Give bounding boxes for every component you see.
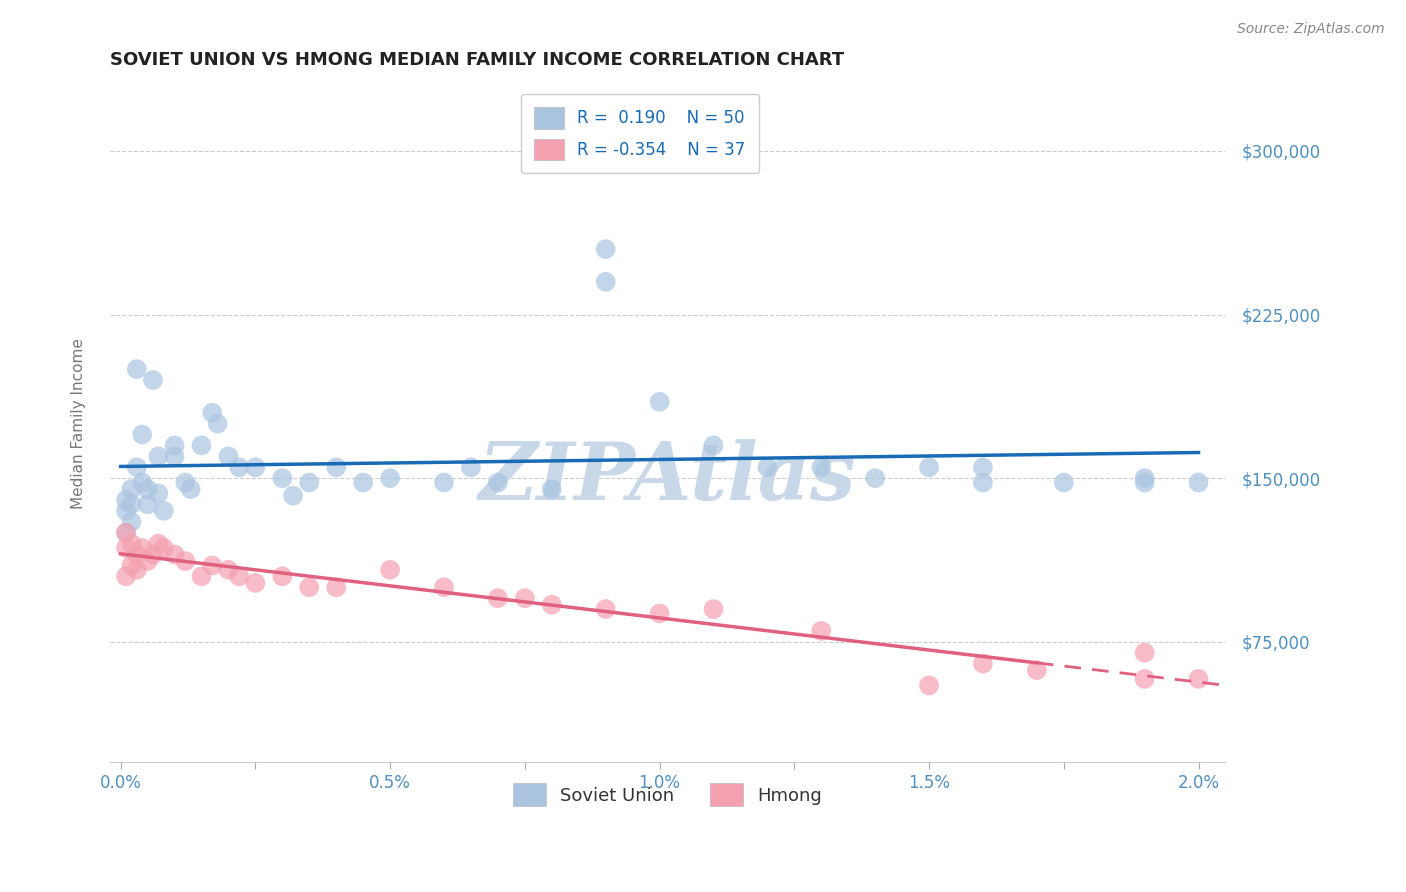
Point xyxy=(163,438,186,452)
Point xyxy=(1133,475,1156,490)
Point xyxy=(648,394,671,409)
Point xyxy=(1133,672,1156,686)
Point xyxy=(228,460,250,475)
Point xyxy=(648,607,671,621)
Point xyxy=(1187,672,1209,686)
Point xyxy=(595,275,617,289)
Point xyxy=(281,489,304,503)
Point xyxy=(271,471,294,485)
Point xyxy=(298,580,321,594)
Point xyxy=(1133,471,1156,485)
Point xyxy=(142,373,165,387)
Point xyxy=(217,563,239,577)
Point xyxy=(810,624,832,638)
Point xyxy=(120,558,142,573)
Point xyxy=(148,536,170,550)
Point xyxy=(152,504,174,518)
Legend: Soviet Union, Hmong: Soviet Union, Hmong xyxy=(506,776,830,814)
Point xyxy=(207,417,229,431)
Point xyxy=(125,362,148,376)
Point xyxy=(142,548,165,562)
Point xyxy=(595,242,617,256)
Point xyxy=(325,580,347,594)
Point xyxy=(245,575,267,590)
Point xyxy=(125,563,148,577)
Point xyxy=(433,475,456,490)
Point xyxy=(1133,646,1156,660)
Point xyxy=(972,475,994,490)
Point xyxy=(245,460,267,475)
Point xyxy=(756,460,779,475)
Point xyxy=(174,475,197,490)
Point xyxy=(325,460,347,475)
Point xyxy=(513,591,536,606)
Point xyxy=(174,554,197,568)
Point xyxy=(190,438,212,452)
Point xyxy=(120,536,142,550)
Point xyxy=(163,548,186,562)
Point xyxy=(136,497,159,511)
Point xyxy=(486,475,509,490)
Text: ZIPAtlas: ZIPAtlas xyxy=(479,439,856,516)
Point xyxy=(433,580,456,594)
Point xyxy=(918,678,941,692)
Point xyxy=(972,460,994,475)
Point xyxy=(863,471,886,485)
Point xyxy=(810,460,832,475)
Point xyxy=(1025,663,1047,677)
Point xyxy=(163,450,186,464)
Point xyxy=(115,504,138,518)
Point xyxy=(201,406,224,420)
Point xyxy=(125,460,148,475)
Point xyxy=(540,598,562,612)
Point xyxy=(115,525,138,540)
Text: Source: ZipAtlas.com: Source: ZipAtlas.com xyxy=(1237,22,1385,37)
Point xyxy=(136,554,159,568)
Point xyxy=(115,525,138,540)
Point xyxy=(115,541,138,555)
Text: SOVIET UNION VS HMONG MEDIAN FAMILY INCOME CORRELATION CHART: SOVIET UNION VS HMONG MEDIAN FAMILY INCO… xyxy=(110,51,844,69)
Point xyxy=(1187,475,1209,490)
Point xyxy=(201,558,224,573)
Point xyxy=(148,486,170,500)
Point xyxy=(180,482,202,496)
Point xyxy=(595,602,617,616)
Point xyxy=(120,515,142,529)
Point xyxy=(131,475,153,490)
Point xyxy=(131,427,153,442)
Point xyxy=(148,450,170,464)
Point xyxy=(152,541,174,555)
Point xyxy=(120,482,142,496)
Point xyxy=(972,657,994,671)
Point xyxy=(540,482,562,496)
Point xyxy=(378,563,401,577)
Point xyxy=(228,569,250,583)
Point xyxy=(1053,475,1076,490)
Point xyxy=(115,569,138,583)
Point xyxy=(115,493,138,508)
Point xyxy=(271,569,294,583)
Point xyxy=(131,541,153,555)
Point xyxy=(190,569,212,583)
Point xyxy=(217,450,239,464)
Point xyxy=(460,460,482,475)
Y-axis label: Median Family Income: Median Family Income xyxy=(72,338,86,509)
Point xyxy=(298,475,321,490)
Point xyxy=(702,438,724,452)
Point xyxy=(702,602,724,616)
Point xyxy=(918,460,941,475)
Point xyxy=(136,482,159,496)
Point xyxy=(486,591,509,606)
Point xyxy=(125,548,148,562)
Point xyxy=(352,475,374,490)
Point xyxy=(378,471,401,485)
Point xyxy=(120,497,142,511)
